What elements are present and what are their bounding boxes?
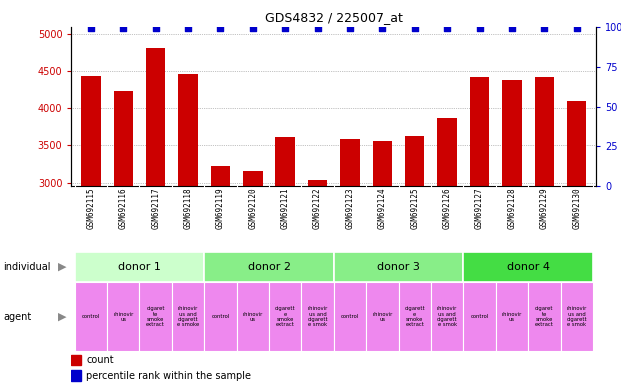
Text: GSM692116: GSM692116 <box>119 187 128 229</box>
Point <box>442 25 452 31</box>
Text: cigarett
e
smoke
extract: cigarett e smoke extract <box>404 306 425 328</box>
Text: GSM692115: GSM692115 <box>86 187 96 229</box>
Point <box>151 25 161 31</box>
Point <box>507 25 517 31</box>
Point <box>248 25 258 31</box>
Point <box>86 25 96 31</box>
Point <box>410 25 420 31</box>
Bar <box>140 282 172 351</box>
Text: ▶: ▶ <box>58 262 66 272</box>
Point <box>183 25 193 31</box>
Text: GSM692126: GSM692126 <box>443 187 451 229</box>
Bar <box>243 171 263 384</box>
Bar <box>535 76 554 384</box>
Text: donor 1: donor 1 <box>118 262 161 272</box>
Bar <box>502 80 522 384</box>
Bar <box>81 76 101 384</box>
Text: donor 4: donor 4 <box>507 262 550 272</box>
Bar <box>276 137 295 384</box>
Text: GSM692127: GSM692127 <box>475 187 484 229</box>
Text: cigarett
e
smoke
extract: cigarett e smoke extract <box>275 306 296 328</box>
Bar <box>334 252 463 282</box>
Bar <box>308 180 327 384</box>
Bar <box>405 136 425 384</box>
Point <box>312 25 322 31</box>
Bar <box>178 74 197 384</box>
Bar <box>204 252 334 282</box>
Title: GDS4832 / 225007_at: GDS4832 / 225007_at <box>265 11 403 24</box>
Text: cigaret
te
smoke
extract: cigaret te smoke extract <box>535 306 554 328</box>
Bar <box>71 355 81 365</box>
Text: GSM692130: GSM692130 <box>572 187 581 229</box>
Bar <box>470 76 489 384</box>
Bar <box>561 282 593 351</box>
Text: individual: individual <box>3 262 50 272</box>
Bar <box>399 282 431 351</box>
Bar <box>204 282 237 351</box>
Text: rhinovir
us and
cigarett
e smok: rhinovir us and cigarett e smok <box>437 306 458 328</box>
Bar <box>528 282 561 351</box>
Bar <box>75 282 107 351</box>
Bar <box>431 282 463 351</box>
Point <box>118 25 128 31</box>
Bar <box>114 91 133 384</box>
Point <box>572 25 582 31</box>
Text: GSM692121: GSM692121 <box>281 187 290 229</box>
Text: rhinovir
us: rhinovir us <box>113 311 134 322</box>
Point <box>474 25 484 31</box>
Point <box>378 25 388 31</box>
Bar <box>75 252 204 282</box>
Text: rhinovir
us and
cigarett
e smok: rhinovir us and cigarett e smok <box>307 306 328 328</box>
Bar <box>366 282 399 351</box>
Text: percentile rank within the sample: percentile rank within the sample <box>86 371 251 381</box>
Bar <box>211 166 230 384</box>
Text: GSM692122: GSM692122 <box>313 187 322 229</box>
Bar <box>107 282 140 351</box>
Point <box>540 25 550 31</box>
Bar <box>334 282 366 351</box>
Bar <box>567 101 586 384</box>
Text: GSM692125: GSM692125 <box>410 187 419 229</box>
Bar <box>373 141 392 384</box>
Text: donor 2: donor 2 <box>248 262 291 272</box>
Text: GSM692129: GSM692129 <box>540 187 549 229</box>
Text: rhinovir
us and
cigarett
e smok: rhinovir us and cigarett e smok <box>566 306 587 328</box>
Bar <box>146 48 165 384</box>
Bar <box>237 282 269 351</box>
Point <box>280 25 290 31</box>
Text: agent: agent <box>3 312 31 322</box>
Text: cigaret
te
smoke
extract: cigaret te smoke extract <box>146 306 165 328</box>
Text: rhinovir
us and
cigarett
e smoke: rhinovir us and cigarett e smoke <box>177 306 199 328</box>
Text: GSM692119: GSM692119 <box>216 187 225 229</box>
Text: rhinovir
us: rhinovir us <box>372 311 392 322</box>
Point <box>345 25 355 31</box>
Bar <box>463 252 593 282</box>
Text: control: control <box>471 314 489 319</box>
Text: GSM692124: GSM692124 <box>378 187 387 229</box>
Bar <box>172 282 204 351</box>
Text: GSM692118: GSM692118 <box>184 187 193 229</box>
Text: GSM692128: GSM692128 <box>507 187 517 229</box>
Bar <box>269 282 301 351</box>
Text: GSM692117: GSM692117 <box>151 187 160 229</box>
Bar <box>340 139 360 384</box>
Bar <box>437 118 457 384</box>
Text: donor 3: donor 3 <box>377 262 420 272</box>
Point <box>215 25 225 31</box>
Bar <box>71 370 81 381</box>
Text: control: control <box>341 314 359 319</box>
Text: rhinovir
us: rhinovir us <box>502 311 522 322</box>
Text: ▶: ▶ <box>58 312 66 322</box>
Bar <box>496 282 528 351</box>
Bar <box>463 282 496 351</box>
Text: control: control <box>82 314 100 319</box>
Text: rhinovir
us: rhinovir us <box>243 311 263 322</box>
Text: control: control <box>211 314 230 319</box>
Bar <box>301 282 334 351</box>
Text: GSM692120: GSM692120 <box>248 187 257 229</box>
Text: GSM692123: GSM692123 <box>345 187 355 229</box>
Text: count: count <box>86 356 114 366</box>
